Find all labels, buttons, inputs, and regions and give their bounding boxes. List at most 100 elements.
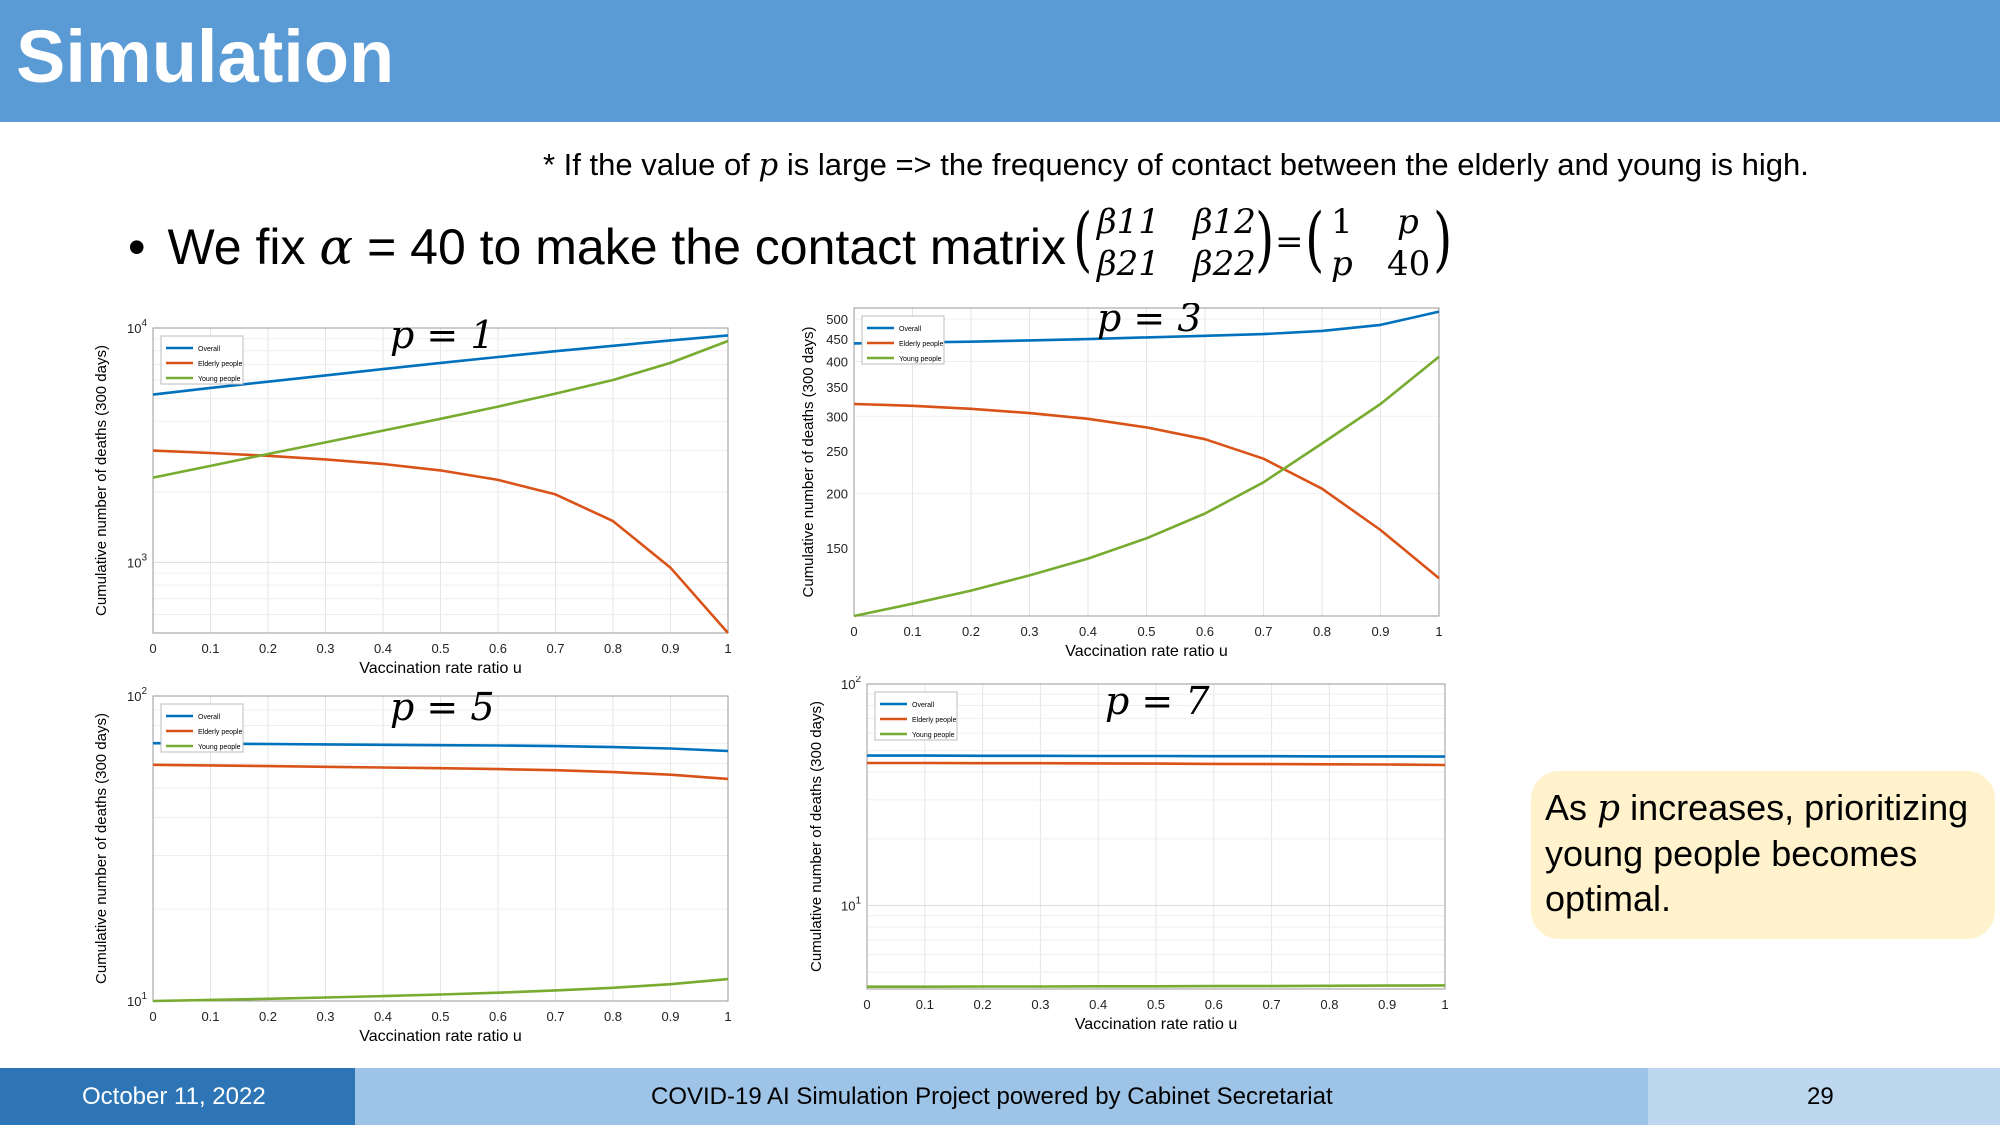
p-annotation: p = 5	[390, 685, 495, 729]
series-line-overall	[152, 741, 729, 753]
slide-title: Simulation	[16, 15, 395, 98]
legend-label: Elderly people	[899, 341, 943, 348]
x-tick-label: 0.7	[1254, 624, 1272, 639]
legend-label: Young people	[899, 356, 942, 363]
chart-svg: 0 0.1 0.2 0.3 0.4 0.5 0.6 0.7 0.8 0.9 1101102Vacci…	[808, 676, 1449, 1033]
x-tick-label: 1	[724, 641, 731, 656]
legend: Overall Elderly people Young people	[160, 335, 244, 385]
series-line-elderly	[152, 763, 729, 781]
x-tick-label: 0.9	[1371, 624, 1389, 639]
series-line-young	[853, 355, 1440, 618]
x-tick-label: 0.7	[1263, 997, 1281, 1012]
legend-label: Overall	[198, 346, 221, 353]
matrix-b12: β12	[1193, 202, 1256, 242]
matrix-m11: 1	[1331, 202, 1353, 242]
x-tick-label: 0.8	[604, 1009, 622, 1024]
y-tick-label: 102	[841, 676, 861, 692]
matrix-b21: β21	[1097, 244, 1160, 284]
x-axis-label: Vaccination rate ratio u	[359, 660, 521, 676]
x-tick-label: 0.9	[661, 641, 679, 656]
y-tick-label: 350	[826, 380, 848, 395]
y-tick-exp: 1	[141, 991, 147, 1002]
x-tick-label: 0.4	[1079, 624, 1097, 639]
bullet-dot: •	[128, 219, 146, 275]
footer-date: October 11, 2022	[82, 1083, 266, 1110]
x-tick-label: 0.1	[201, 641, 219, 656]
matrix2-left-paren: (	[1305, 198, 1325, 280]
x-tick-label: 0.1	[916, 997, 934, 1012]
legend-label: Young people	[198, 376, 241, 383]
x-tick-label: 1	[1435, 624, 1442, 639]
legend-label: Overall	[912, 702, 935, 709]
matrix-m21: p	[1331, 244, 1353, 284]
chart-p1: 0 0.1 0.2 0.3 0.4 0.5 0.6 0.7 0.8 0.9 1 103 104 Vacci…	[90, 316, 740, 676]
x-axis-label: Vaccination rate ratio u	[359, 1028, 521, 1044]
p-annotation: p = 7	[1105, 679, 1210, 723]
x-tick-label: 0.6	[489, 1009, 507, 1024]
x-tick-label: 0.6	[489, 641, 507, 656]
bullet-var: α	[319, 218, 354, 276]
footer-center: COVID-19 AI Simulation Project powered b…	[651, 1083, 1333, 1110]
chart-p5: 0 0.1 0.2 0.3 0.4 0.5 0.6 0.7 0.8 0.9 1 101 102 Vacci…	[90, 684, 740, 1044]
matrix-b22: β22	[1193, 244, 1256, 284]
x-tick-label: 0.7	[546, 1009, 564, 1024]
y-tick-label: 300	[826, 409, 848, 424]
bullet-prefix: We fix	[167, 219, 320, 275]
x-tick-label: 0	[149, 1009, 156, 1024]
y-tick-label: 200	[826, 486, 848, 501]
callout-prefix: As	[1545, 787, 1598, 828]
chart-svg: 0 0.1 0.2 0.3 0.4 0.5 0.6 0.7 0.8 0.9 1101102Vacci…	[93, 685, 732, 1044]
x-tick-label: 0	[149, 641, 156, 656]
legend-box	[861, 315, 945, 365]
p-annotation: p = 1	[390, 316, 495, 357]
legend: Overall Elderly people Young people	[861, 315, 945, 365]
note-prefix: * If the value of	[543, 147, 759, 182]
x-tick-label: 0.4	[1089, 997, 1107, 1012]
x-tick-label: 0.8	[1320, 997, 1338, 1012]
y-tick-label: 450	[826, 332, 848, 347]
x-tick-label: 0.3	[1031, 997, 1049, 1012]
x-tick-label: 0.5	[431, 641, 449, 656]
legend-box	[874, 691, 958, 741]
axes-box	[152, 695, 729, 1002]
x-tick-label: 0.2	[259, 1009, 277, 1024]
x-axis-label: Vaccination rate ratio u	[1075, 1016, 1237, 1033]
x-tick-label: 0.9	[1378, 997, 1396, 1012]
y-tick-exp: 3	[141, 552, 147, 563]
y-tick-label: 104	[127, 318, 147, 336]
y-tick-label: 103	[127, 552, 147, 570]
legend-box	[160, 335, 244, 385]
series-line-overall	[867, 754, 1446, 758]
callout-suffix: increases, prioritizing young people bec…	[1545, 787, 1969, 919]
footer-date-box: October 11, 2022	[0, 1068, 355, 1125]
x-tick-label: 0.2	[259, 641, 277, 656]
y-axis-label: Cumulative number of deaths (300 days)	[800, 327, 817, 598]
footer-page-box: 29	[1648, 1068, 2000, 1125]
x-tick-label: 0.6	[1196, 624, 1214, 639]
matrix-right-paren: )	[1255, 198, 1275, 280]
x-tick-label: 0.7	[546, 641, 564, 656]
note-var: p	[758, 147, 779, 183]
y-tick-base: 10	[127, 994, 141, 1009]
chart-p3: 0 0.1 0.2 0.3 0.4 0.5 0.6 0.7 0.8 0.9 1 150 200 250 30…	[797, 303, 1447, 663]
x-tick-label: 0.1	[903, 624, 921, 639]
series-line-young	[152, 977, 729, 1003]
x-tick-label: 0.5	[1137, 624, 1155, 639]
page-number: 29	[1807, 1083, 1834, 1110]
x-tick-label: 0	[863, 997, 870, 1012]
legend: Overall Elderly people Young people	[160, 703, 244, 753]
x-tick-label: 0.2	[962, 624, 980, 639]
chart-p7: 0 0.1 0.2 0.3 0.4 0.5 0.6 0.7 0.8 0.9 1 101 102 Vacci…	[805, 676, 1455, 1036]
y-tick-label: 101	[127, 991, 147, 1009]
legend: Overall Elderly people Young people	[874, 691, 958, 741]
contact-matrix: ( β11 β12 β21 β22 ) = ( 1 p p 40 )	[1073, 198, 1455, 284]
x-tick-label: 0.6	[1205, 997, 1223, 1012]
x-tick-label: 0.1	[201, 1009, 219, 1024]
bullet-suffix: = 40 to make the contact matrix	[353, 219, 1067, 275]
series-line-young	[867, 984, 1446, 989]
series-line-elderly	[853, 402, 1440, 580]
matrix-m12: p	[1397, 202, 1419, 242]
axes-box	[866, 683, 1446, 990]
title-bar: Simulation	[0, 0, 2000, 122]
y-tick-exp: 4	[141, 318, 147, 329]
